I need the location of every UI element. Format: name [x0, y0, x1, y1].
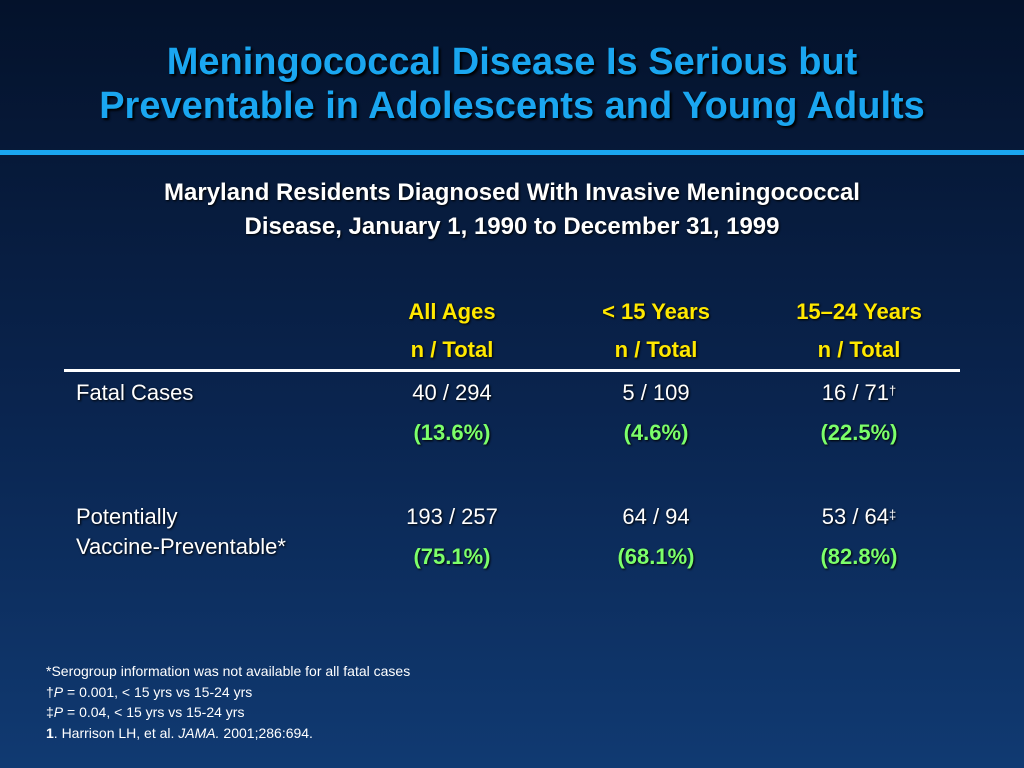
row-label-vaccine-preventable: Potentially Vaccine-Preventable* — [76, 502, 286, 562]
cell-fatal-all-ages: 40 / 294 — [362, 378, 542, 408]
cell-preventable-15-24: 53 / 64‡ — [769, 502, 949, 532]
reference-citation: 2001;286:694. — [219, 724, 313, 741]
column-header-all-ages: All Ages n / Total — [362, 293, 542, 369]
cell-value: 64 / 94 — [622, 504, 690, 529]
column-header-unit: n / Total — [410, 337, 494, 362]
slide-title-line2: Preventable in Adolescents and Young Adu… — [99, 85, 925, 127]
table-subtitle: Maryland Residents Diagnosed With Invasi… — [0, 176, 1024, 244]
column-header-unit: n / Total — [817, 337, 901, 362]
pct-preventable-all-ages: (75.1%) — [413, 544, 491, 569]
row-label-line1: Fatal Cases — [76, 380, 194, 405]
title-divider — [0, 150, 1024, 155]
cell-value: 5 / 109 — [622, 380, 690, 405]
cell-value: 16 / 71 — [821, 380, 890, 405]
footnote-text: = 0.04, < 15 yrs vs 15-24 yrs — [63, 704, 245, 720]
column-header-label: < 15 Years — [602, 299, 710, 324]
footnote-p-preventable: ‡P = 0.04, < 15 yrs vs 15-24 yrs — [46, 702, 410, 723]
column-header-label: 15–24 Years — [796, 299, 922, 324]
pct-preventable-15-24: (82.8%) — [820, 544, 898, 569]
dagger-mark: † — [889, 383, 897, 398]
footnote-mark: ‡ — [46, 704, 54, 720]
pct-preventable-under-15: (68.1%) — [617, 544, 695, 569]
row-label-line1: Potentially — [76, 504, 178, 529]
pct-fatal-15-24: (22.5%) — [820, 420, 898, 445]
cell-value: 40 / 294 — [412, 380, 492, 405]
row-label-line2: Vaccine-Preventable* — [76, 534, 286, 559]
column-header-15-24: 15–24 Years n / Total — [769, 293, 949, 369]
reference-number: 1 — [46, 724, 54, 741]
double-dagger-mark: ‡ — [889, 507, 897, 522]
cell-value: 193 / 257 — [406, 504, 498, 529]
reference-journal: JAMA. — [178, 724, 220, 741]
table-subtitle-line1: Maryland Residents Diagnosed With Invasi… — [164, 179, 860, 206]
footnote-p: P — [53, 683, 64, 700]
cell-value: 53 / 64 — [821, 504, 890, 529]
pct-fatal-under-15: (4.6%) — [623, 420, 689, 445]
table-header-divider — [64, 369, 960, 372]
cell-fatal-under-15: 5 / 109 — [566, 378, 746, 408]
table-subtitle-line2: Disease, January 1, 1990 to December 31,… — [244, 213, 780, 240]
footnote-mark: † — [46, 683, 54, 700]
cell-preventable-all-ages: 193 / 257 — [362, 502, 542, 532]
footnote-p: P — [53, 704, 64, 720]
pct-fatal-all-ages: (13.6%) — [413, 420, 491, 445]
footnotes: *Serogroup information was not available… — [46, 661, 410, 743]
slide-title: Meningococcal Disease Is Serious but Pre… — [0, 40, 1024, 128]
column-header-unit: n / Total — [614, 337, 698, 362]
footnote-text: = 0.001, < 15 yrs vs 15-24 yrs — [63, 683, 253, 700]
footnote-reference: 1. Harrison LH, et al. JAMA. 2001;286:69… — [46, 723, 410, 744]
cell-fatal-15-24: 16 / 71† — [769, 378, 949, 408]
cell-preventable-under-15: 64 / 94 — [566, 502, 746, 532]
column-header-label: All Ages — [408, 299, 496, 324]
reference-text: . Harrison LH, et al. — [53, 724, 179, 741]
row-label-fatal-cases: Fatal Cases — [76, 378, 193, 408]
footnote-p-fatal: †P = 0.001, < 15 yrs vs 15-24 yrs — [46, 682, 410, 703]
footnote-serogroup: *Serogroup information was not available… — [46, 663, 411, 679]
column-header-under-15: < 15 Years n / Total — [566, 293, 746, 369]
slide-title-line1: Meningococcal Disease Is Serious but — [166, 41, 858, 83]
